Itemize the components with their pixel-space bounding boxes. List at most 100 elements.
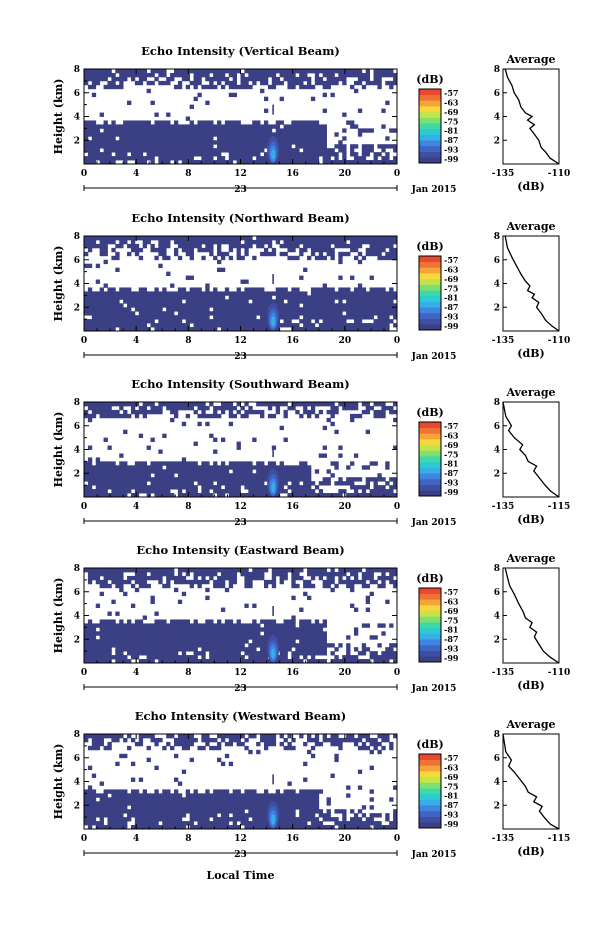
avg-y-tick-label: 2 [494,801,500,811]
x-tick-label: 0 [81,834,87,844]
x-tick-label: 16 [286,668,299,678]
x-tick-label: 16 [286,834,299,844]
x-tick-label: 0 [394,834,400,844]
colorbar-swatch [419,473,441,480]
colorbar-tick-label: -75 [444,615,458,625]
colorbar-swatch [419,439,441,446]
avg-y-tick-label: 8 [494,398,500,408]
avg-x-tick-label: -135 [492,169,515,179]
colorbar-swatch [419,776,441,783]
x-tick-label: 0 [81,668,87,678]
x-tick-label: 4 [133,169,139,179]
colorbar-tick-label: -81 [444,791,458,801]
average-profile-line [502,733,560,830]
colorbar-swatch [419,627,441,634]
y-tick-label: 8 [74,730,80,740]
colorbar-tick-label: -63 [444,264,459,274]
x-axis-label: Local Time [207,869,275,882]
colorbar-swatch [419,484,441,491]
colorbar-swatch [419,273,441,280]
colorbar-tick-label: -69 [444,772,459,782]
average-title: Average [505,718,555,731]
y-axis-label: Height (km) [52,412,65,488]
y-tick-label: 8 [74,232,80,242]
average-title: Average [505,386,555,399]
colorbar-swatch [419,157,441,164]
avg-x-label: (dB) [517,347,544,360]
avg-y-tick-label: 4 [494,113,500,123]
x-tick-label: 12 [234,336,247,346]
avg-y-tick-label: 8 [494,564,500,574]
x-tick-label: 4 [133,834,139,844]
colorbar-swatch [419,312,441,319]
y-tick-label: 4 [74,778,80,788]
date-label: Jan 2015 [411,352,457,362]
average-title: Average [505,552,555,565]
colorbar-swatch [419,100,441,107]
echo-field [84,236,397,331]
colorbar-swatch [419,593,441,600]
x-tick-label: 20 [339,169,352,179]
colorbar-swatch [419,267,441,274]
y-tick-label: 4 [74,446,80,456]
panel-title: Echo Intensity (Vertical Beam) [141,44,340,58]
colorbar-tick-label: -69 [444,274,459,284]
panel-3: Echo Intensity (Southward Beam) 2 4 6 8 Heigh… [52,377,570,528]
colorbar-swatch [419,805,441,812]
day-label: 23 [234,352,247,362]
panel-title: Echo Intensity (Northward Beam) [131,211,349,225]
colorbar-tick-label: -93 [444,644,459,654]
y-tick-label: 8 [74,564,80,574]
y-tick-label: 6 [74,256,80,266]
avg-y-tick-label: 6 [494,754,500,764]
colorbar-swatch [419,639,441,646]
colorbar-swatch [419,456,441,463]
colorbar-swatch [419,605,441,612]
colorbar-swatch [419,656,441,663]
average-profile-line [504,567,560,664]
x-tick-label: 16 [286,169,299,179]
colorbar-swatch [419,782,441,789]
colorbar-swatch [419,106,441,113]
colorbar-swatch [419,444,441,451]
x-tick-label: 20 [339,502,352,512]
colorbar-swatch [419,616,441,623]
colorbar-tick-label: -57 [444,753,458,763]
colorbar-swatch [419,793,441,800]
y-tick-label: 2 [74,469,80,479]
colorbar-tick-label: -99 [444,653,459,663]
colorbar-swatch [419,151,441,158]
y-axis-label: Height (km) [52,578,65,654]
colorbar-swatch [419,810,441,817]
colorbar-swatch [419,324,441,331]
colorbar-swatch [419,427,441,434]
colorbar-swatch [419,145,441,152]
x-tick-label: 12 [234,834,247,844]
x-tick-label: 16 [286,502,299,512]
colorbar-swatch [419,467,441,474]
colorbar-swatch [419,622,441,629]
avg-x-tick-label: -115 [548,834,571,844]
colorbar-tick-label: -87 [444,302,458,312]
avg-y-tick-label: 2 [494,635,500,645]
colorbar-frame [418,421,442,497]
colorbar-swatch [419,650,441,657]
convective-plume [271,149,276,160]
panel-4: Echo Intensity (Eastward Beam) 2 4 6 8 Height… [52,543,570,694]
x-tick-label: 0 [394,502,400,512]
colorbar-tick-label: -93 [444,478,459,488]
avg-x-tick-label: -135 [492,834,515,844]
panel-title: Echo Intensity (Westward Beam) [135,709,346,723]
colorbar-swatch [419,256,441,262]
x-tick-label: 8 [185,169,191,179]
colorbar-swatch [419,822,441,829]
colorbar-tick-label: -81 [444,293,458,303]
average-frame [502,401,560,498]
y-axis-label: Height (km) [52,79,65,155]
colorbar-swatch [419,644,441,651]
y-tick-label: 6 [74,754,80,764]
avg-x-tick-label: -135 [492,668,515,678]
colorbar-swatch [419,128,441,135]
average-title: Average [505,53,555,66]
y-tick-label: 2 [74,801,80,811]
